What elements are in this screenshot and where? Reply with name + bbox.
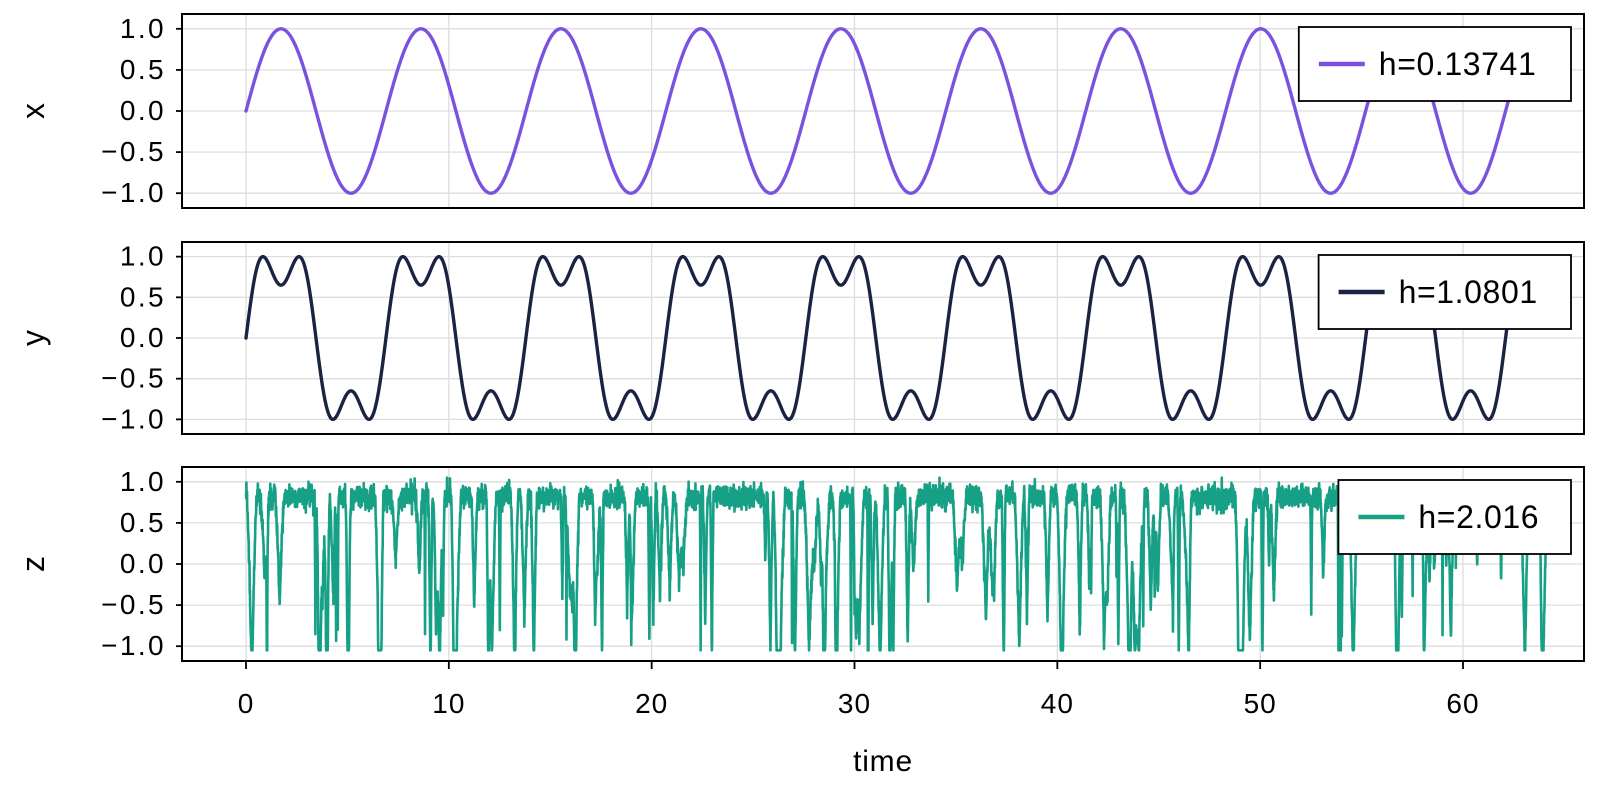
svg-text:0.5: 0.5 bbox=[120, 507, 166, 538]
svg-text:0.5: 0.5 bbox=[120, 281, 166, 312]
svg-text:1.0: 1.0 bbox=[120, 241, 166, 272]
svg-text:0.0: 0.0 bbox=[120, 322, 166, 353]
svg-text:50: 50 bbox=[1244, 688, 1277, 719]
svg-text:time: time bbox=[853, 745, 913, 778]
svg-text:−0.5: −0.5 bbox=[101, 363, 166, 394]
svg-text:30: 30 bbox=[838, 688, 871, 719]
svg-text:−1.0: −1.0 bbox=[101, 403, 166, 434]
svg-text:h=0.13741: h=0.13741 bbox=[1379, 46, 1537, 82]
svg-text:10: 10 bbox=[432, 688, 465, 719]
svg-text:0.0: 0.0 bbox=[120, 548, 166, 579]
svg-text:−0.5: −0.5 bbox=[101, 136, 166, 167]
svg-text:−1.0: −1.0 bbox=[101, 177, 166, 208]
svg-text:0.0: 0.0 bbox=[120, 95, 166, 126]
svg-text:z: z bbox=[15, 556, 51, 572]
svg-text:h=1.0801: h=1.0801 bbox=[1399, 274, 1538, 310]
svg-text:20: 20 bbox=[635, 688, 668, 719]
svg-text:y: y bbox=[15, 330, 51, 346]
svg-text:40: 40 bbox=[1041, 688, 1074, 719]
svg-text:−0.5: −0.5 bbox=[101, 589, 166, 620]
svg-text:x: x bbox=[15, 103, 51, 119]
svg-text:60: 60 bbox=[1446, 688, 1479, 719]
svg-text:h=2.016: h=2.016 bbox=[1418, 499, 1539, 535]
svg-text:0.5: 0.5 bbox=[120, 54, 166, 85]
svg-text:0: 0 bbox=[238, 688, 255, 719]
svg-text:1.0: 1.0 bbox=[120, 13, 166, 44]
svg-text:1.0: 1.0 bbox=[120, 466, 166, 497]
svg-text:−1.0: −1.0 bbox=[101, 630, 166, 661]
